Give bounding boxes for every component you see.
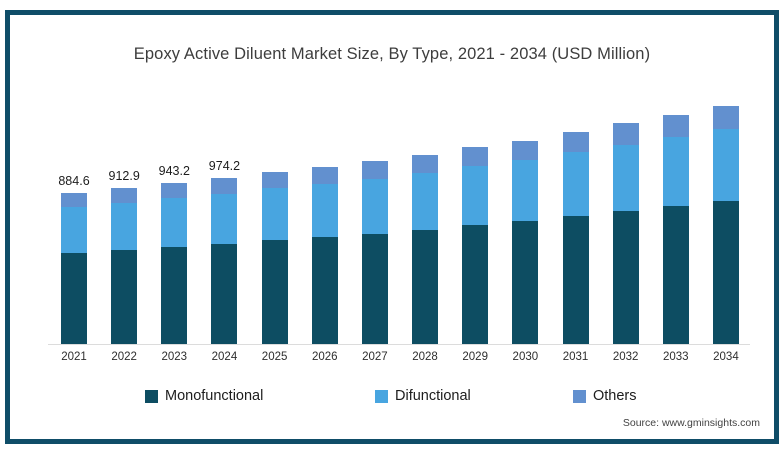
bar-segment-monofunctional-2024 xyxy=(211,243,238,344)
bar-value-label-2024: 974.2 xyxy=(208,158,241,173)
legend-item-difunctional: Difunctional xyxy=(375,388,471,404)
bar-segment-monofunctional-2032 xyxy=(612,211,639,344)
chart-title: Epoxy Active Diluent Market Size, By Typ… xyxy=(133,45,651,63)
source-attribution: Source: www.gminsights.com xyxy=(622,417,760,429)
legend-label: Monofunctional xyxy=(165,388,264,404)
bar-segment-difunctional-2034 xyxy=(712,129,739,201)
bar-segment-others-2032 xyxy=(612,123,639,145)
legend-item-monofunctional: Monofunctional xyxy=(145,388,263,404)
bar-segment-difunctional-2026 xyxy=(311,183,338,238)
stacked-bar-2025 xyxy=(261,171,288,344)
bar-segment-others-2021 xyxy=(61,192,87,208)
bar-segment-monofunctional-2022 xyxy=(111,250,138,344)
x-tick-label-2027: 2027 xyxy=(362,351,388,363)
bar-segment-monofunctional-2033 xyxy=(662,206,689,344)
bar-segment-others-2034 xyxy=(712,106,739,130)
bar-segment-monofunctional-2025 xyxy=(261,240,288,344)
bar-segment-others-2026 xyxy=(311,166,338,184)
x-tick-label-2021: 2021 xyxy=(61,351,87,363)
bar-segment-monofunctional-2026 xyxy=(311,237,338,344)
legend-label: Others xyxy=(593,388,637,404)
legend-item-others: Others xyxy=(573,388,637,404)
bar-segment-others-2030 xyxy=(512,140,539,161)
bar-segment-monofunctional-2034 xyxy=(712,200,739,344)
stacked-bar-2029 xyxy=(462,146,489,344)
bar-segment-others-2031 xyxy=(562,131,589,153)
bar-segment-difunctional-2025 xyxy=(261,188,288,241)
bar-segment-difunctional-2032 xyxy=(612,144,639,211)
x-tick-label-2025: 2025 xyxy=(261,351,288,363)
bar-segment-others-2024 xyxy=(211,177,238,194)
bar-segment-others-2025 xyxy=(261,171,288,189)
bar-segment-difunctional-2022 xyxy=(111,203,138,250)
legend-swatch-icon xyxy=(145,389,158,403)
stacked-bar-2031 xyxy=(562,131,589,344)
stacked-bar-2021 xyxy=(61,192,87,344)
x-tick-label-2033: 2033 xyxy=(663,351,689,363)
bar-segment-difunctional-2030 xyxy=(512,160,539,222)
bar-segment-monofunctional-2029 xyxy=(462,225,489,344)
stacked-bar-2033 xyxy=(662,115,689,344)
bar-segment-difunctional-2029 xyxy=(462,165,489,225)
legend-swatch-icon xyxy=(375,389,388,403)
bar-segment-others-2028 xyxy=(412,154,439,173)
bar-segment-others-2029 xyxy=(462,146,489,166)
stacked-bar-2024 xyxy=(211,177,238,344)
legend-label: Difunctional xyxy=(395,388,471,404)
x-tick-label-2029: 2029 xyxy=(462,351,488,363)
chart-frame xyxy=(5,10,779,444)
bar-value-label-2022: 912.9 xyxy=(108,169,140,184)
legend-swatch-icon xyxy=(573,389,586,403)
x-tick-label-2022: 2022 xyxy=(111,351,137,363)
bar-segment-others-2027 xyxy=(361,160,388,179)
bar-segment-monofunctional-2028 xyxy=(412,229,439,344)
x-tick-label-2026: 2026 xyxy=(311,351,338,363)
bar-segment-difunctional-2023 xyxy=(161,198,188,247)
x-tick-label-2023: 2023 xyxy=(161,351,188,363)
stacked-bar-2023 xyxy=(161,182,188,344)
stacked-bar-2026 xyxy=(311,166,338,344)
x-tick-label-2030: 2030 xyxy=(512,351,539,363)
bar-segment-monofunctional-2031 xyxy=(562,216,589,344)
bar-segment-monofunctional-2030 xyxy=(512,221,539,344)
stacked-bar-2030 xyxy=(512,140,539,344)
bar-segment-difunctional-2028 xyxy=(412,172,439,230)
bar-segment-others-2023 xyxy=(161,182,188,199)
bar-value-label-2021: 884.6 xyxy=(58,174,90,188)
x-tick-label-2028: 2028 xyxy=(412,351,438,363)
bar-value-label-2023: 943.2 xyxy=(158,164,190,178)
bar-segment-monofunctional-2021 xyxy=(61,252,87,344)
stacked-bar-2022 xyxy=(111,188,138,344)
x-tick-label-2034: 2034 xyxy=(713,351,739,363)
stacked-bar-2032 xyxy=(612,123,639,344)
bars-layer: 884.6 912.9 943.2 974.2 xyxy=(58,106,739,344)
bar-segment-others-2033 xyxy=(662,115,689,138)
bar-segment-difunctional-2027 xyxy=(361,178,388,234)
bar-segment-others-2022 xyxy=(111,188,138,204)
bar-segment-monofunctional-2023 xyxy=(161,246,188,344)
bar-segment-difunctional-2031 xyxy=(562,152,589,216)
bar-segment-difunctional-2024 xyxy=(211,193,238,244)
bar-segment-monofunctional-2027 xyxy=(361,233,388,344)
stacked-bar-2027 xyxy=(361,160,388,344)
stacked-bar-2034 xyxy=(712,106,739,344)
x-tick-label-2032: 2032 xyxy=(612,351,639,363)
stacked-bar-2028 xyxy=(412,154,439,344)
bar-segment-difunctional-2033 xyxy=(662,137,689,207)
x-tick-label-2031: 2031 xyxy=(562,351,589,363)
bar-segment-difunctional-2021 xyxy=(61,207,87,253)
x-tick-label-2024: 2024 xyxy=(211,351,238,363)
x-axis-line xyxy=(48,344,750,345)
